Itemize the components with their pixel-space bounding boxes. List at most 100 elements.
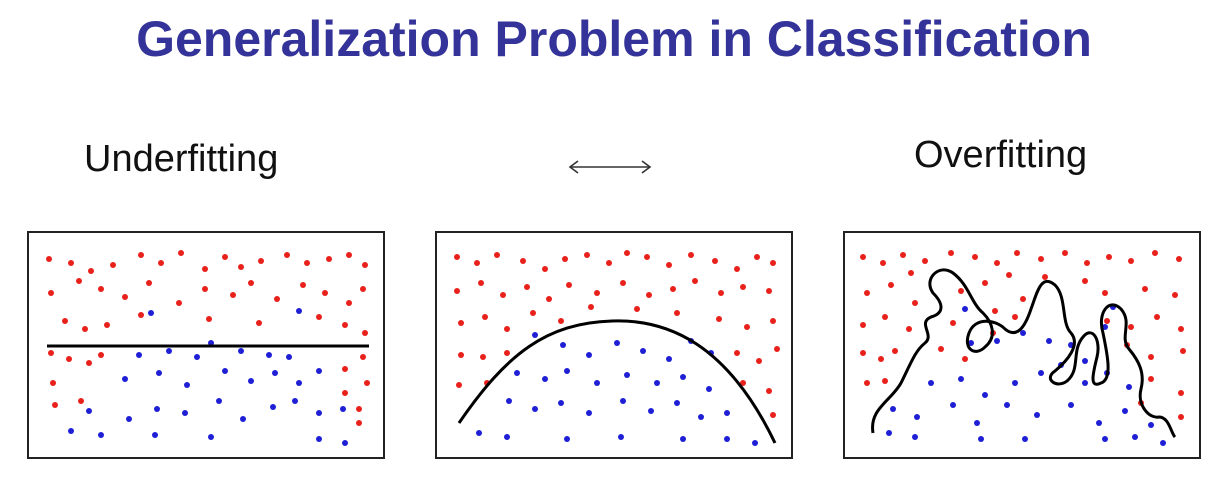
blue-points: [886, 304, 1166, 446]
red-point: [938, 346, 944, 352]
red-point: [558, 318, 564, 324]
red-point: [950, 320, 956, 326]
blue-points: [476, 332, 758, 446]
blue-point: [594, 380, 600, 386]
blue-point: [1132, 434, 1138, 440]
blue-point: [1068, 402, 1074, 408]
overfitting-plot: [860, 250, 1186, 446]
blue-point: [928, 380, 934, 386]
red-point: [1128, 324, 1134, 330]
blue-point: [994, 338, 1000, 344]
red-point: [454, 254, 460, 260]
blue-point: [266, 352, 272, 358]
red-point: [202, 266, 208, 272]
blue-point: [962, 306, 968, 312]
red-point: [524, 284, 530, 290]
red-point: [482, 314, 488, 320]
red-point: [176, 300, 182, 306]
red-points: [454, 250, 780, 418]
red-point: [948, 250, 954, 256]
blue-point: [148, 310, 154, 316]
red-point: [1172, 292, 1178, 298]
underfitting-plot: [46, 250, 370, 446]
red-point: [248, 280, 254, 286]
red-point: [1062, 250, 1068, 256]
red-point: [878, 356, 884, 362]
blue-point: [240, 416, 246, 422]
red-point: [82, 326, 88, 332]
blue-points: [68, 308, 348, 446]
blue-point: [222, 368, 228, 374]
red-point: [342, 366, 348, 372]
blue-point: [620, 398, 626, 404]
red-point: [104, 322, 110, 328]
red-point: [1012, 314, 1018, 320]
red-point: [584, 252, 590, 258]
red-point: [520, 258, 526, 264]
red-point: [740, 380, 746, 386]
blue-point: [316, 436, 322, 442]
red-point: [620, 280, 626, 286]
red-point: [86, 360, 92, 366]
blue-point: [316, 410, 322, 416]
red-point: [138, 252, 144, 258]
blue-point: [208, 434, 214, 440]
red-point: [1104, 318, 1110, 324]
red-point: [98, 286, 104, 292]
blue-point: [978, 436, 984, 442]
red-point: [734, 350, 740, 356]
red-point: [274, 296, 280, 302]
red-point: [882, 378, 888, 384]
blue-point: [560, 342, 566, 348]
blue-point: [216, 398, 222, 404]
blue-point: [654, 380, 660, 386]
blue-point: [564, 436, 570, 442]
red-point: [342, 322, 348, 328]
red-point: [864, 380, 870, 386]
blue-point: [1102, 436, 1108, 442]
overfitting-panel: [843, 231, 1201, 459]
blue-point: [752, 440, 758, 446]
blue-point: [194, 354, 200, 360]
red-point: [912, 300, 918, 306]
red-point: [456, 382, 462, 388]
red-point: [566, 282, 572, 288]
red-point: [754, 254, 760, 260]
red-point: [1102, 290, 1108, 296]
blue-point: [272, 370, 278, 376]
red-point: [1082, 278, 1088, 284]
red-point: [962, 356, 968, 362]
blue-point: [504, 434, 510, 440]
red-point: [588, 304, 594, 310]
red-point: [98, 352, 104, 358]
red-point: [50, 380, 56, 386]
blue-point: [958, 376, 964, 382]
red-point: [46, 256, 52, 262]
red-point: [1154, 314, 1160, 320]
blue-point: [136, 352, 142, 358]
red-point: [1178, 414, 1184, 420]
red-point: [542, 266, 548, 272]
blue-point: [982, 392, 988, 398]
red-point: [364, 380, 370, 386]
blue-point: [968, 340, 974, 346]
red-point: [770, 318, 776, 324]
blue-point: [624, 372, 630, 378]
red-point: [326, 256, 332, 262]
red-point: [692, 278, 698, 284]
red-point: [766, 388, 772, 394]
red-point: [454, 288, 460, 294]
red-point: [860, 254, 866, 260]
red-point: [1128, 258, 1134, 264]
red-point: [906, 326, 912, 332]
red-point: [716, 316, 722, 322]
blue-point: [296, 380, 302, 386]
red-point: [474, 260, 480, 266]
blue-point: [1102, 324, 1108, 330]
red-point: [110, 262, 116, 268]
red-point: [52, 402, 58, 408]
red-point: [362, 330, 368, 336]
red-point: [360, 286, 366, 292]
blue-point: [564, 368, 570, 374]
blue-point: [532, 332, 538, 338]
